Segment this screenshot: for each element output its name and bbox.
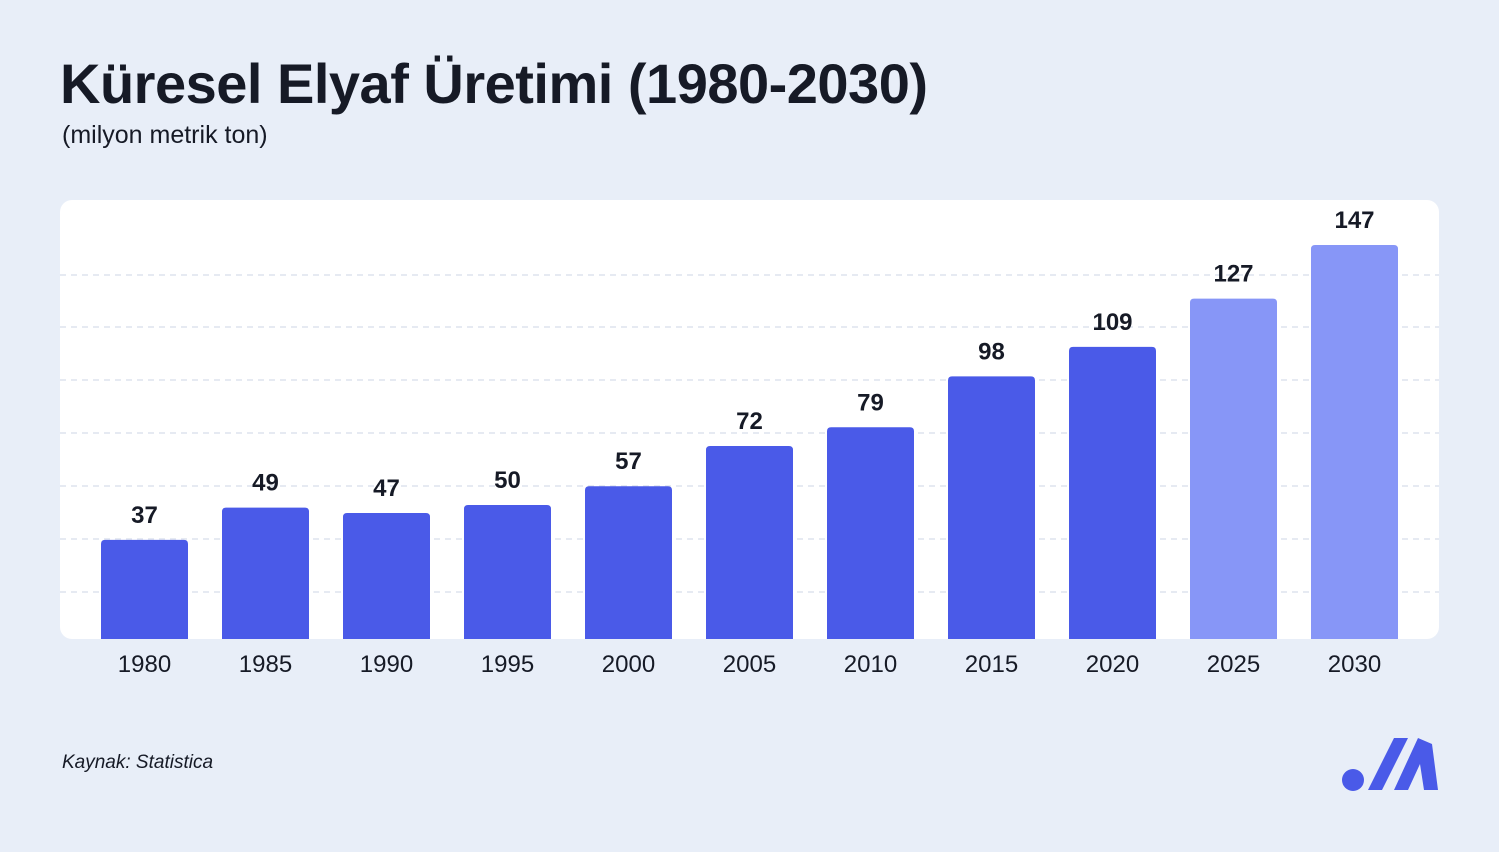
data-label-1995: 50 [494, 467, 521, 494]
x-tick-1980: 1980 [118, 651, 171, 678]
data-label-2025: 127 [1213, 261, 1253, 288]
data-label-2020: 109 [1092, 309, 1132, 336]
bar-2005 [706, 446, 793, 639]
data-label-1980: 37 [131, 502, 158, 529]
bar-2025 [1190, 298, 1277, 639]
bar-2020 [1069, 346, 1156, 639]
x-tick-2015: 2015 [965, 651, 1018, 678]
x-tick-1990: 1990 [360, 651, 413, 678]
x-tick-1995: 1995 [481, 651, 534, 678]
data-label-2030: 147 [1334, 207, 1374, 234]
x-tick-2020: 2020 [1086, 651, 1139, 678]
bar-1980 [101, 539, 188, 639]
bar-2010 [827, 427, 914, 639]
data-label-2010: 79 [857, 389, 884, 416]
bar-2000 [585, 486, 672, 639]
bar-2030 [1311, 245, 1398, 639]
bar-2015 [948, 376, 1035, 639]
data-label-2015: 98 [978, 338, 1005, 365]
brand-logo-icon [1342, 738, 1438, 791]
chart-subtitle: (milyon metrik ton) [62, 121, 268, 149]
x-tick-2030: 2030 [1328, 651, 1381, 678]
chart-title: Küresel Elyaf Üretimi (1980-2030) [60, 52, 928, 115]
x-tick-1985: 1985 [239, 651, 292, 678]
x-tick-2025: 2025 [1207, 651, 1260, 678]
x-tick-2010: 2010 [844, 651, 897, 678]
bar-1995 [464, 504, 551, 639]
data-label-1990: 47 [373, 475, 400, 502]
data-label-2000: 57 [615, 448, 642, 475]
data-label-2005: 72 [736, 408, 763, 435]
source-note: Kaynak: Statistica [62, 752, 214, 773]
bar-chart: 37 1980 49 1985 47 1990 50 1995 57 2000 72 2005 79 20… [60, 207, 1439, 678]
data-label-1985: 49 [252, 470, 279, 497]
x-tick-2005: 2005 [723, 651, 776, 678]
x-tick-2000: 2000 [602, 651, 655, 678]
bar-1990 [343, 513, 430, 639]
bar-1985 [222, 507, 309, 639]
